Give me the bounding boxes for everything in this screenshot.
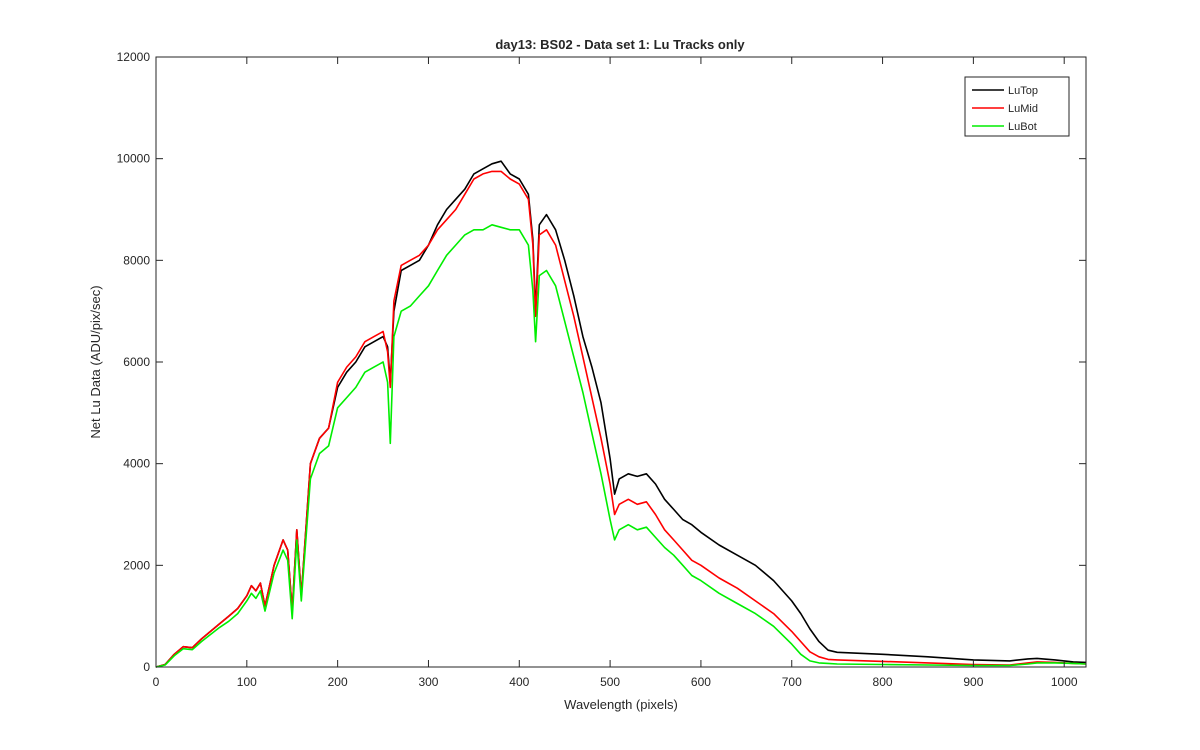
series-layer [155, 160, 1087, 668]
x-tick-label: 500 [600, 675, 620, 689]
legend: LuTop LuMid LuBot [964, 76, 1070, 137]
x-tick-label: 800 [873, 675, 893, 689]
x-tick-label: 900 [963, 675, 983, 689]
x-tick-label: 400 [509, 675, 529, 689]
x-tick-label: 300 [418, 675, 438, 689]
x-tick-label: 700 [782, 675, 802, 689]
x-tick-label: 0 [153, 675, 160, 689]
y-axis-label: Net Lu Data (ADU/pix/sec) [88, 285, 103, 438]
x-tick-label: 1000 [1051, 675, 1078, 689]
y-tick-label: 8000 [123, 253, 150, 267]
legend-label-lubot: LuBot [1008, 121, 1037, 133]
y-tick-label: 0 [143, 660, 150, 674]
chart-title: day13: BS02 - Data set 1: Lu Tracks only [495, 37, 745, 52]
x-tick-label: 600 [691, 675, 711, 689]
y-tick-label: 12000 [117, 50, 151, 64]
y-tick-label: 4000 [123, 457, 150, 471]
x-axis-label: Wavelength (pixels) [564, 697, 678, 712]
y-tick-label: 6000 [123, 355, 150, 369]
legend-label-lutop: LuTop [1008, 85, 1038, 97]
y-tick-label: 10000 [117, 152, 151, 166]
y-tick-label: 2000 [123, 558, 150, 572]
legend-label-lumid: LuMid [1008, 103, 1038, 115]
series-line-lumid [155, 170, 1087, 668]
x-axis-ticks: 0 100 200 300 400 500 600 700 800 900 1000 [153, 57, 1078, 689]
plot-area [156, 57, 1086, 667]
y-axis-ticks: 0 2000 4000 6000 8000 10000 12000 [117, 50, 1086, 674]
x-tick-label: 200 [328, 675, 348, 689]
series-line-lubot [155, 224, 1087, 668]
x-tick-label: 100 [237, 675, 257, 689]
